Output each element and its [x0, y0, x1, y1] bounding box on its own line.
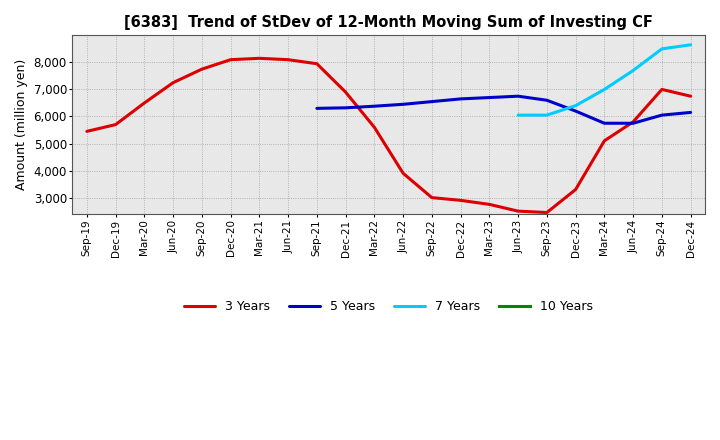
- Title: [6383]  Trend of StDev of 12-Month Moving Sum of Investing CF: [6383] Trend of StDev of 12-Month Moving…: [125, 15, 653, 30]
- 3 Years: [312, 61, 321, 66]
- 3 Years: [629, 119, 637, 125]
- 3 Years: [255, 56, 264, 61]
- 3 Years: [370, 125, 379, 130]
- Line: 5 Years: 5 Years: [317, 96, 690, 123]
- 7 Years: [571, 103, 580, 108]
- 5 Years: [686, 110, 695, 115]
- Line: 3 Years: 3 Years: [87, 59, 690, 213]
- 3 Years: [341, 89, 350, 95]
- 3 Years: [428, 195, 436, 200]
- 7 Years: [657, 46, 666, 51]
- 3 Years: [399, 171, 408, 176]
- 7 Years: [600, 87, 608, 92]
- 3 Years: [600, 138, 608, 143]
- Legend: 3 Years, 5 Years, 7 Years, 10 Years: 3 Years, 5 Years, 7 Years, 10 Years: [179, 295, 598, 318]
- 5 Years: [514, 94, 523, 99]
- 3 Years: [112, 122, 120, 127]
- 3 Years: [226, 57, 235, 62]
- 5 Years: [600, 121, 608, 126]
- 3 Years: [543, 210, 552, 215]
- 3 Years: [686, 94, 695, 99]
- 3 Years: [456, 198, 465, 203]
- 3 Years: [168, 80, 177, 85]
- 5 Years: [341, 105, 350, 110]
- 5 Years: [456, 96, 465, 102]
- Line: 7 Years: 7 Years: [518, 45, 690, 115]
- 3 Years: [571, 187, 580, 192]
- 7 Years: [514, 113, 523, 118]
- 7 Years: [629, 68, 637, 73]
- 3 Years: [485, 202, 494, 207]
- 3 Years: [197, 66, 206, 72]
- Y-axis label: Amount (million yen): Amount (million yen): [15, 59, 28, 190]
- 5 Years: [629, 121, 637, 126]
- 5 Years: [370, 103, 379, 109]
- 5 Years: [543, 98, 552, 103]
- 3 Years: [140, 100, 149, 106]
- 3 Years: [83, 129, 91, 134]
- 3 Years: [514, 209, 523, 214]
- 7 Years: [686, 42, 695, 48]
- 5 Years: [571, 108, 580, 114]
- 3 Years: [284, 57, 292, 62]
- 5 Years: [657, 113, 666, 118]
- 3 Years: [657, 87, 666, 92]
- 5 Years: [428, 99, 436, 104]
- 7 Years: [543, 113, 552, 118]
- 5 Years: [312, 106, 321, 111]
- 5 Years: [399, 102, 408, 107]
- 5 Years: [485, 95, 494, 100]
